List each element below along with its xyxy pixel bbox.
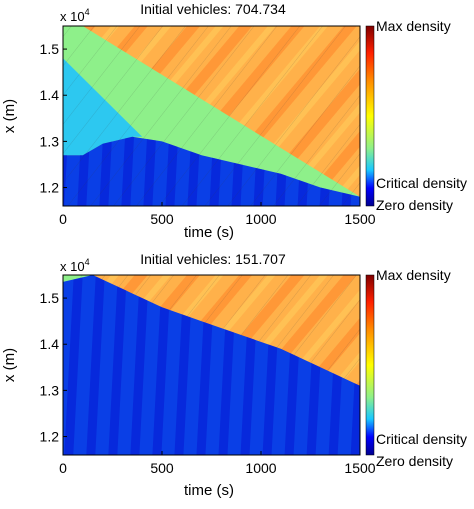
y-tick-label: 1.4 (40, 87, 60, 103)
panel-2-frame (62, 274, 361, 456)
panel-2: Initial vehicles: 151.707 x 104 0 500 1000… (1, 251, 467, 499)
panel-1-title: Initial vehicles: 704.734 (140, 1, 286, 17)
panel-2-x-ticks: 0 500 1000 1500 (59, 451, 376, 476)
y-tick-label: 1.5 (40, 41, 60, 57)
panel-2-x-axis-label: time (s) (184, 482, 234, 499)
x-tick-label: 1000 (245, 211, 276, 227)
panel-1-colorbar-max-label: Max density (376, 18, 451, 34)
y-tick-label: 1.2 (40, 180, 60, 196)
panel-1: Initial vehicles: 704.734 x 104 0 500 1000… (1, 1, 467, 241)
panel-2-colorbar (365, 274, 375, 456)
x-tick-label: 0 (59, 460, 67, 476)
x-tick-label: 1500 (344, 211, 375, 227)
panel-2-queue-stripes (63, 275, 360, 455)
panel-1-colorbar-zero-label: Zero density (376, 197, 453, 213)
panel-2-heatmap (63, 275, 360, 455)
panel-2-colorbar-critical-label: Critical density (376, 431, 467, 447)
panel-1-y-multiplier: x 104 (60, 7, 90, 24)
y-tick-label: 1.3 (40, 382, 60, 398)
panel-1-hatching (63, 26, 360, 206)
panel-2-y-axis-label: x (m) (1, 348, 18, 382)
y-tick-label: 1.4 (40, 336, 60, 352)
panel-1-heatmap (63, 26, 360, 206)
y-tick-label: 1.3 (40, 133, 60, 149)
panel-1-colorbar (365, 25, 375, 207)
y-tick-label: 1.5 (40, 290, 60, 306)
panel-1-colorbar-critical-label: Critical density (376, 175, 467, 191)
x-tick-label: 1500 (344, 460, 375, 476)
panel-1-x-ticks: 0 500 1000 1500 (59, 202, 376, 227)
panel-2-colorbar-zero-label: Zero density (376, 453, 453, 469)
panel-2-colorbar-max-label: Max density (376, 267, 451, 283)
panel-2-hatching (63, 275, 360, 386)
y-tick-label: 1.2 (40, 429, 60, 445)
panel-1-x-axis-label: time (s) (184, 224, 234, 241)
panel-1-y-ticks: 1.2 1.3 1.4 1.5 (40, 41, 67, 196)
x-tick-label: 500 (150, 211, 174, 227)
x-tick-label: 0 (59, 211, 67, 227)
panel-1-y-axis-label: x (m) (1, 99, 18, 133)
panel-2-y-ticks: 1.2 1.3 1.4 1.5 (40, 290, 67, 445)
panel-2-title: Initial vehicles: 151.707 (140, 251, 286, 267)
x-tick-label: 500 (150, 460, 174, 476)
panel-1-frame (62, 25, 361, 207)
x-tick-label: 1000 (245, 460, 276, 476)
panel-2-y-multiplier: x 104 (60, 257, 90, 274)
